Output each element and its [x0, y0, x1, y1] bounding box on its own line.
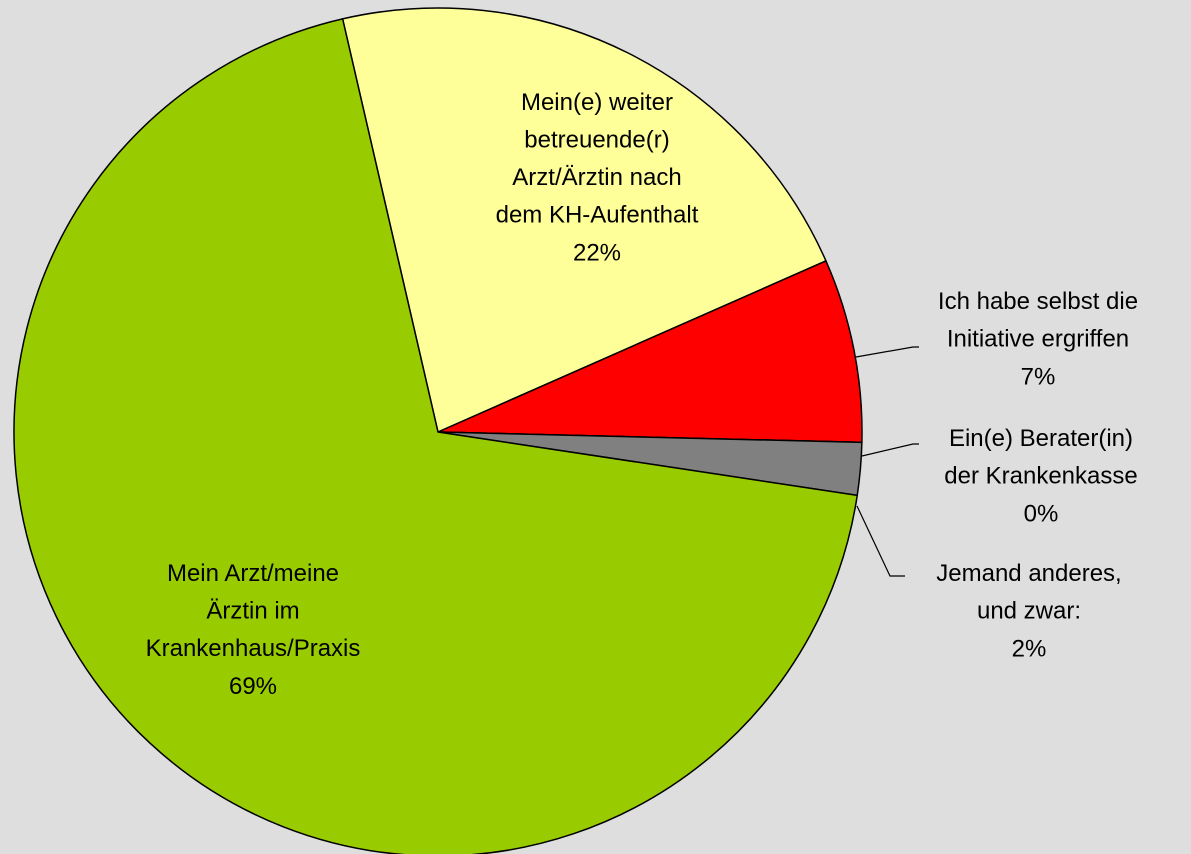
label-line: Arzt/Ärztin nach [512, 164, 681, 191]
slice-label: Mein(e) weiter betreuende(r) Arzt/Ärztin n… [496, 89, 699, 229]
slice-label: Mein Arzt/meine Ärztin im Krankenhaus/Prax… [146, 560, 361, 662]
label-line: Initiative ergriffen [947, 326, 1129, 353]
leader-line [856, 505, 905, 577]
slice-value-label: 69% [229, 673, 277, 700]
label-line: dem KH-Aufenthalt [496, 202, 699, 229]
slice-label: Jemand anderes, und zwar: [936, 560, 1121, 625]
slice-label: Ich habe selbst die Initiative ergriffen [938, 288, 1138, 353]
slice-value-label: 7% [1021, 363, 1056, 390]
label-line: Mein(e) weiter [521, 89, 673, 116]
leader-line [861, 443, 919, 457]
slice-value-label: 0% [1024, 500, 1059, 527]
label-line: Ärztin im [206, 598, 299, 625]
label-line: und zwar: [977, 598, 1081, 625]
pie-slice [437, 259, 863, 444]
label-line: betreuende(r) [524, 127, 669, 154]
slice-value-label: 22% [573, 239, 621, 266]
label-line: Ich habe selbst die [938, 288, 1138, 315]
label-line: Mein Arzt/meine [167, 560, 339, 587]
slice-label: Ein(e) Berater(in) der Krankenkasse [944, 425, 1137, 490]
pie-slice [341, 7, 827, 434]
label-line: Ein(e) Berater(in) [949, 425, 1133, 452]
label-line: Krankenhaus/Praxis [146, 635, 361, 662]
pie-slice [13, 17, 859, 854]
label-line: Jemand anderes, [936, 560, 1121, 587]
slice-value-label: 2% [1012, 635, 1047, 662]
label-line: der Krankenkasse [944, 463, 1137, 490]
leader-line [855, 346, 919, 358]
